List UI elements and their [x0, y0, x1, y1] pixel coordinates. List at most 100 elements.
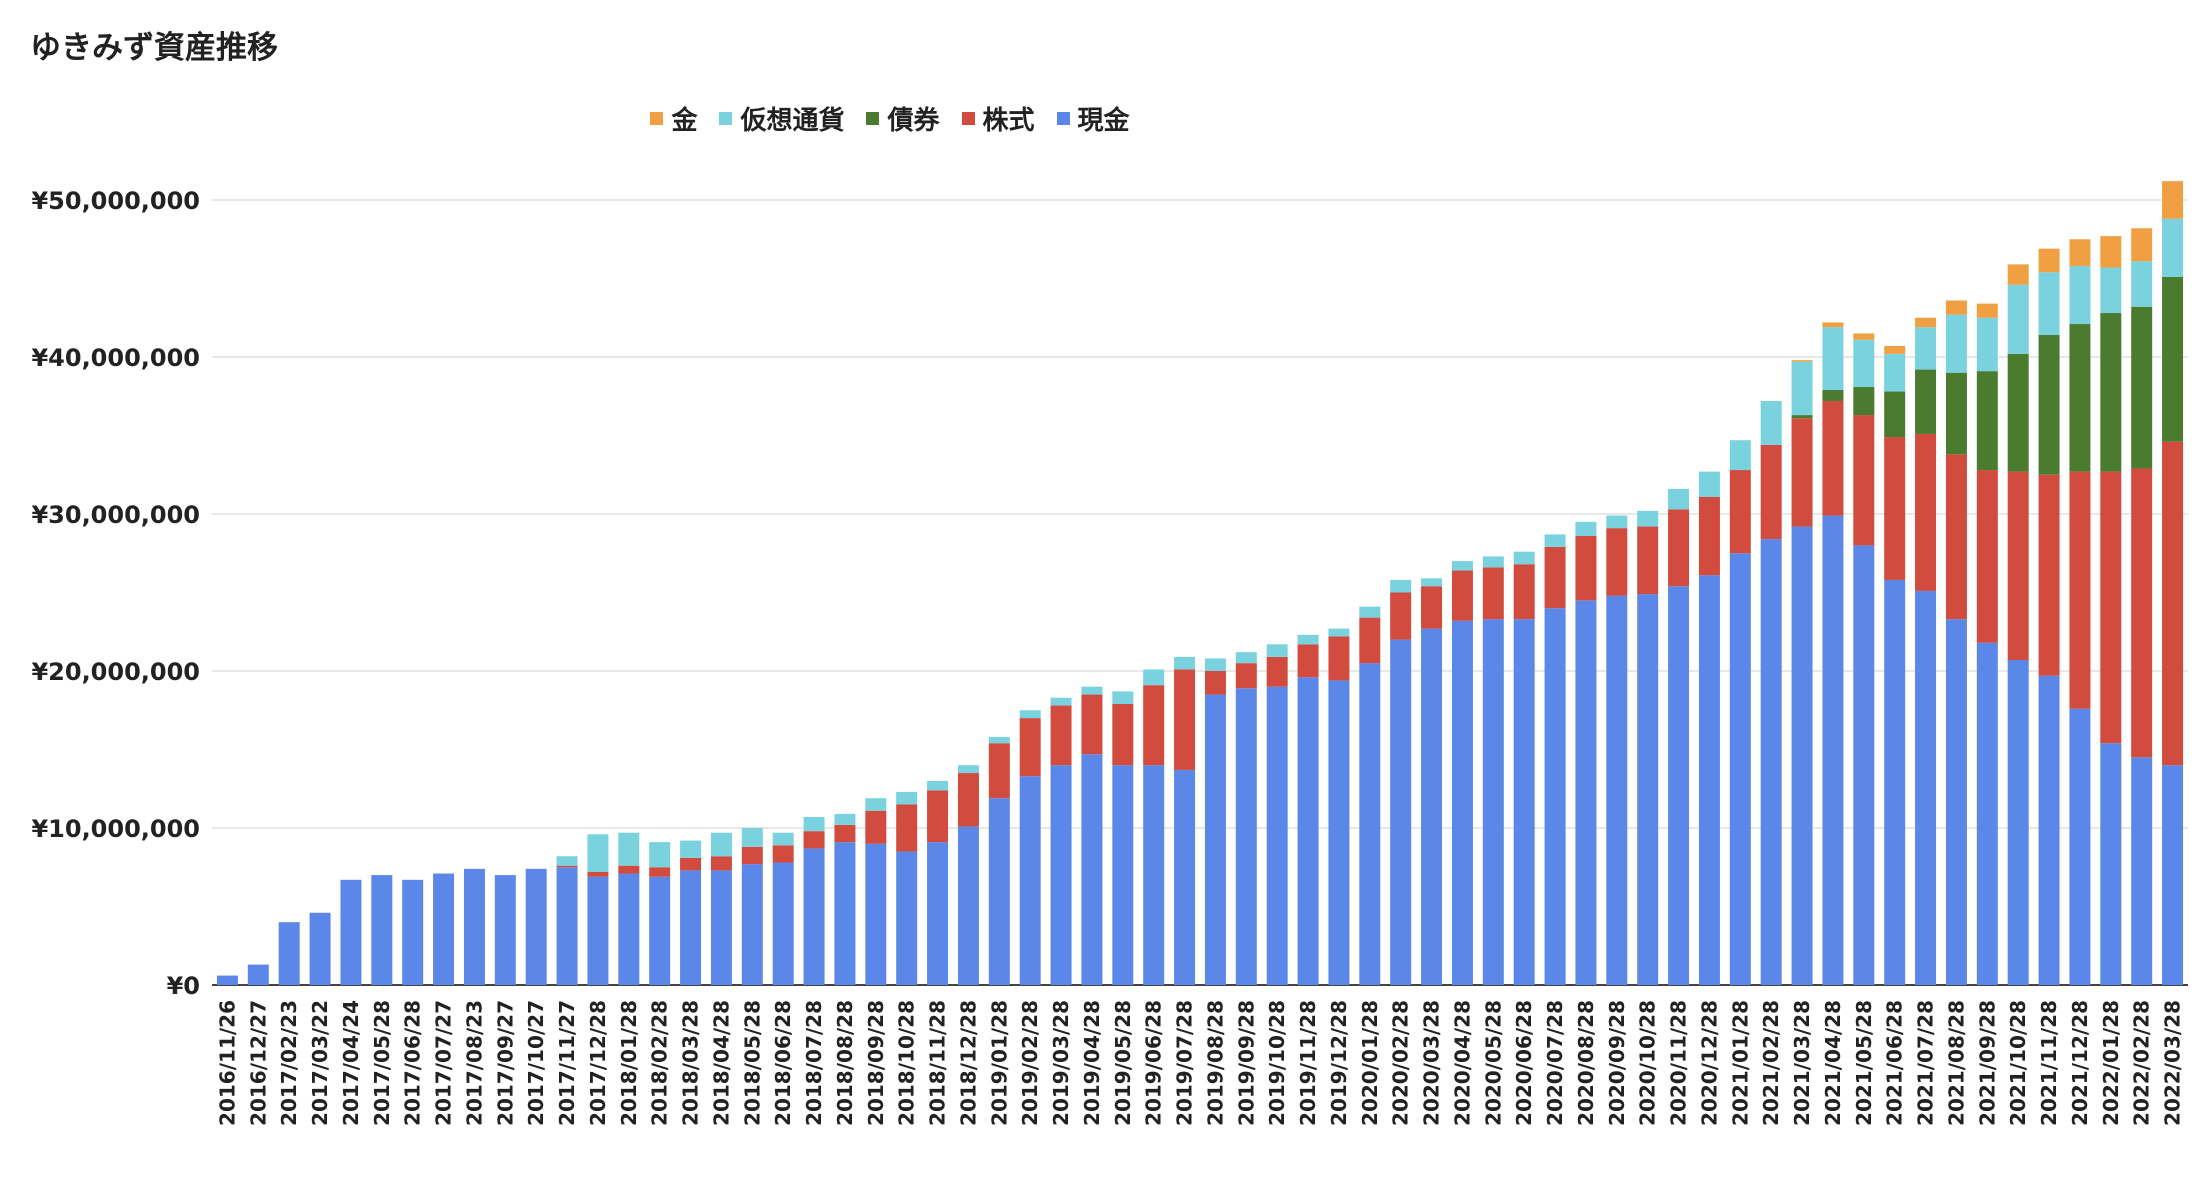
- bar-segment: [278, 922, 300, 985]
- bar-segment: [1698, 471, 1720, 497]
- legend-swatch: [1056, 112, 1070, 125]
- bar-segment: [1112, 691, 1134, 704]
- bar-segment: [1884, 579, 1906, 985]
- bar-segment: [680, 870, 702, 985]
- bar-segment: [1698, 575, 1720, 985]
- x-tick-label: 2017/06/28: [401, 1000, 425, 1126]
- bar-segment: [1544, 534, 1566, 547]
- bar-segment: [957, 826, 979, 985]
- x-tick-label: 2018/08/28: [833, 1000, 857, 1126]
- bar-segment: [2038, 675, 2060, 985]
- bar-segment: [649, 867, 671, 877]
- legend-swatch: [650, 112, 664, 125]
- x-tick-label: 2018/09/28: [864, 1000, 888, 1126]
- bar-segment: [927, 790, 949, 843]
- x-tick-label: 2017/03/22: [308, 1000, 332, 1126]
- bar-segment: [494, 875, 516, 985]
- bar-segment: [1544, 608, 1566, 985]
- bar-segment: [340, 879, 362, 985]
- bar-segment: [1606, 528, 1628, 596]
- bar-segment: [1359, 606, 1381, 618]
- bar-segment: [2100, 743, 2122, 985]
- x-tick-label: 2022/01/28: [2099, 1000, 2123, 1126]
- bar-segment: [1884, 391, 1906, 438]
- x-tick-label: 2021/05/28: [1852, 1000, 1876, 1126]
- x-tick-label: 2017/11/27: [555, 1000, 579, 1126]
- legend-item: 株式: [961, 100, 1035, 137]
- legend-item: 仮想通貨: [719, 100, 844, 137]
- bar-segment: [1513, 551, 1535, 565]
- bar-segment: [1266, 644, 1288, 657]
- bar-segment: [1297, 644, 1319, 678]
- bar-segment: [957, 773, 979, 827]
- bar-segment: [1328, 680, 1350, 985]
- bar-segment: [1915, 433, 1937, 591]
- bar-segment: [649, 842, 671, 868]
- bar-segment: [741, 846, 763, 865]
- legend-item: 現金: [1056, 100, 1130, 137]
- bar-segment: [710, 832, 732, 857]
- bar-segment: [2069, 239, 2091, 266]
- bar-segment: [957, 765, 979, 774]
- bar-segment: [587, 876, 609, 985]
- bar-segment: [247, 964, 269, 985]
- bar-segment: [1822, 389, 1844, 401]
- bar-segment: [680, 857, 702, 871]
- bar-segment: [1976, 371, 1998, 471]
- x-tick-label: 2018/10/28: [895, 1000, 919, 1126]
- legend-swatch: [961, 112, 975, 125]
- bar-segment: [556, 865, 578, 868]
- bar-segment: [1637, 526, 1659, 595]
- bar-segment: [2007, 284, 2029, 354]
- y-tick-label: ¥30,000,000: [31, 501, 200, 529]
- x-tick-label: 2020/01/28: [1358, 1000, 1382, 1126]
- x-tick-label: 2016/12/27: [246, 1000, 270, 1126]
- bar-segment: [1945, 372, 1967, 455]
- bar-segment: [1266, 686, 1288, 985]
- legend-item: 債券: [866, 100, 940, 137]
- x-tick-label: 2022/02/28: [2130, 1000, 2154, 1126]
- bar-segment: [1884, 346, 1906, 354]
- bar-segment: [1482, 567, 1504, 620]
- x-tick-label: 2017/12/28: [586, 1000, 610, 1126]
- legend-label: 仮想通貨: [740, 106, 845, 136]
- x-tick-label: 2021/01/28: [1728, 1000, 1752, 1126]
- bar-segment: [2007, 353, 2029, 472]
- bar-segment: [1760, 539, 1782, 985]
- bar-segment: [1976, 642, 1998, 985]
- x-tick-label: 2021/12/28: [2068, 1000, 2092, 1126]
- x-tick-label: 2021/09/28: [1975, 1000, 1999, 1126]
- bar-segment: [1945, 314, 1967, 373]
- bar-segment: [1266, 656, 1288, 687]
- legend-label: 金: [671, 106, 698, 136]
- bar-segment: [2162, 765, 2184, 985]
- bar-segment: [710, 870, 732, 985]
- bar-segment: [1575, 600, 1597, 985]
- bar-segment: [2131, 468, 2153, 758]
- bar-segment: [896, 851, 918, 985]
- bar-segment: [2131, 228, 2153, 262]
- bar-segment: [1451, 561, 1473, 571]
- bar-segment: [1143, 765, 1165, 985]
- bar-segment: [1513, 619, 1535, 985]
- bar-segment: [1822, 322, 1844, 328]
- bar-segment: [1235, 652, 1257, 664]
- x-tick-label: 2021/03/28: [1790, 1000, 1814, 1126]
- bar-segment: [1421, 628, 1443, 985]
- bar-segment: [1482, 619, 1504, 985]
- bar-segment: [2038, 474, 2060, 676]
- bar-segment: [463, 868, 485, 985]
- bar-segment: [896, 804, 918, 852]
- x-tick-label: 2020/10/28: [1636, 1000, 1660, 1126]
- bar-segment: [1915, 369, 1937, 434]
- bar-segment: [1729, 470, 1751, 554]
- x-tick-label: 2017/10/27: [524, 1000, 548, 1126]
- bar-segment: [1544, 546, 1566, 609]
- bar-segment: [1822, 515, 1844, 985]
- bar-segment: [710, 856, 732, 871]
- bar-segment: [2069, 324, 2091, 472]
- x-tick-label: 2020/12/28: [1697, 1000, 1721, 1126]
- bar-segment: [1791, 415, 1813, 419]
- bar-segment: [402, 879, 424, 985]
